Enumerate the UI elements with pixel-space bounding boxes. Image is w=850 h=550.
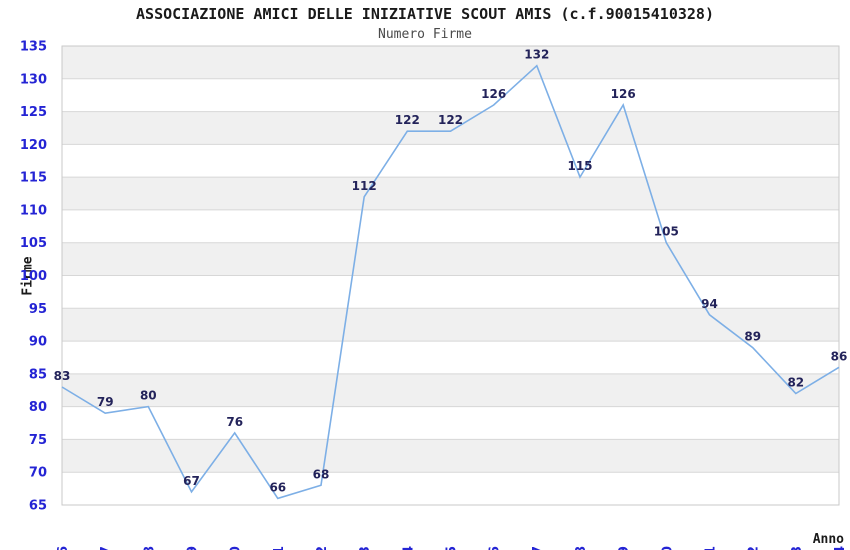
plot-band — [62, 373, 839, 407]
x-tick-label: 2010 — [229, 546, 244, 550]
x-tick-label: 2022 — [747, 546, 762, 550]
plot-border — [61, 45, 840, 506]
point-label: 79 — [97, 395, 114, 409]
point-label: 115 — [567, 159, 592, 173]
x-tick-label: 2016 — [488, 546, 503, 550]
y-tick-label: 65 — [29, 499, 47, 514]
x-tick-label: 2011 — [272, 546, 287, 550]
x-tick-label: 2019 — [617, 546, 632, 550]
point-label: 76 — [226, 415, 243, 429]
y-tick-label: 115 — [20, 171, 47, 186]
x-tick-label: 2006 — [56, 546, 71, 550]
point-label: 82 — [787, 376, 804, 390]
chart-subtitle: Numero Firme — [378, 27, 472, 42]
y-tick-label: 120 — [20, 138, 47, 153]
point-label: 126 — [481, 87, 506, 101]
x-tick-label: 2007 — [99, 546, 114, 550]
plot-band — [62, 177, 839, 210]
point-label: 66 — [269, 480, 286, 494]
chart-title: ASSOCIAZIONE AMICI DELLE INIZIATIVE SCOU… — [136, 5, 714, 23]
y-tick-label: 75 — [29, 433, 47, 448]
y-tick-label: 130 — [20, 72, 47, 87]
x-tick-label: 2009 — [186, 546, 201, 550]
y-tick-label: 110 — [20, 203, 47, 218]
point-label: 122 — [438, 113, 463, 127]
y-tick-label: 95 — [29, 302, 47, 317]
x-tick-label: 2021 — [704, 546, 719, 550]
point-label: 122 — [395, 113, 420, 127]
plot-band — [62, 242, 839, 276]
point-label: 94 — [701, 297, 718, 311]
data-line — [61, 64, 840, 500]
y-tick-label: 90 — [29, 335, 47, 350]
point-label: 86 — [831, 349, 848, 363]
x-tick-label: 2013 — [358, 546, 373, 550]
point-label: 105 — [654, 225, 679, 239]
y-tick-label: 85 — [29, 367, 47, 382]
point-label: 80 — [140, 389, 157, 403]
x-tick-label: 2023 — [790, 546, 805, 550]
point-label: 132 — [524, 48, 549, 62]
plot-band — [62, 439, 839, 473]
x-tick-label: 2020 — [660, 546, 675, 550]
x-tick-label: 2008 — [142, 546, 157, 550]
plot-band — [62, 46, 839, 79]
y-tick-label: 100 — [20, 269, 47, 284]
point-label: 89 — [744, 330, 761, 344]
y-tick-label: 125 — [20, 105, 47, 120]
point-label: 112 — [352, 179, 377, 193]
plot-band — [62, 111, 839, 145]
x-tick-label: 2015 — [445, 546, 460, 550]
y-tick-label: 135 — [20, 40, 47, 55]
y-tick-label: 105 — [20, 236, 47, 251]
x-tick-label: 2018 — [574, 546, 589, 550]
x-tick-label: 2014 — [401, 546, 416, 550]
point-label: 68 — [313, 467, 330, 481]
y-tick-label: 80 — [29, 400, 47, 415]
y-tick-label: 70 — [29, 466, 47, 481]
point-label: 126 — [611, 87, 636, 101]
x-tick-label: 2017 — [531, 546, 546, 550]
x-tick-label: 2024 — [833, 546, 848, 550]
x-axis-title: Anno — [812, 532, 844, 547]
point-label: 83 — [54, 369, 71, 383]
point-label: 67 — [183, 474, 200, 488]
